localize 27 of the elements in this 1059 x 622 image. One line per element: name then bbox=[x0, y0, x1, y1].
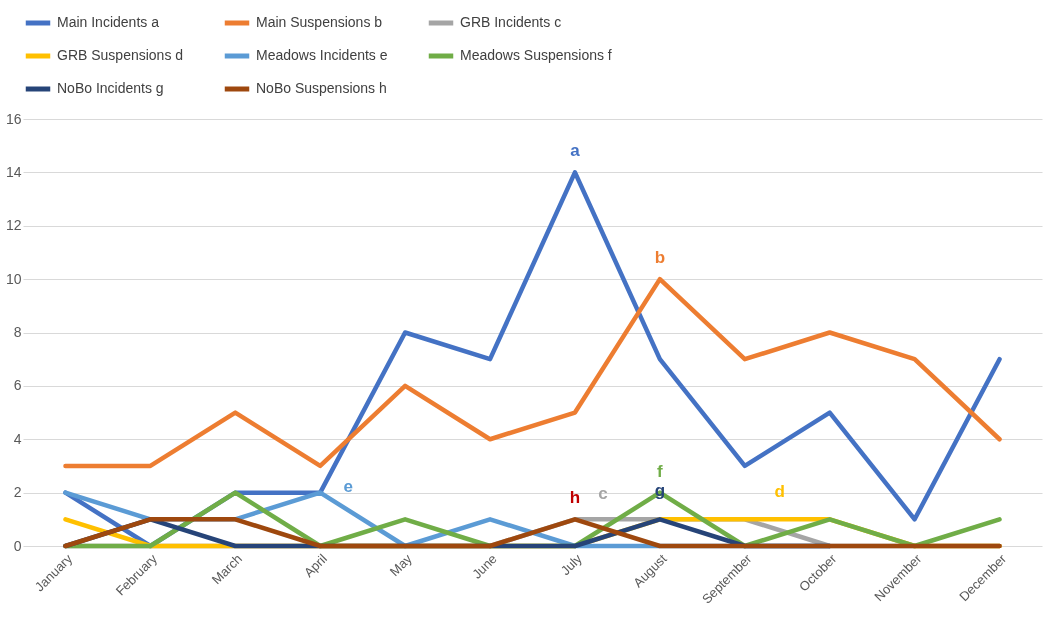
annotation: c bbox=[598, 484, 608, 504]
y-tick-label: 14 bbox=[5, 163, 22, 180]
x-tick-label: May bbox=[386, 550, 416, 580]
y-tick-label: 6 bbox=[13, 377, 22, 394]
legend-label: NoBo Suspensions h bbox=[256, 80, 387, 96]
annotation: a bbox=[570, 141, 581, 161]
annotation: f bbox=[657, 461, 664, 481]
legend-label: Meadows Incidents e bbox=[256, 47, 388, 63]
legend-label: GRB Incidents c bbox=[460, 14, 562, 30]
y-tick-label: 8 bbox=[13, 324, 22, 340]
legend-label: Main Suspensions b bbox=[256, 14, 383, 30]
annotation: g bbox=[654, 481, 666, 501]
y-tick-label: 4 bbox=[13, 430, 22, 447]
y-tick-label: 0 bbox=[13, 537, 22, 554]
annotation: h bbox=[569, 488, 581, 508]
legend-label: GRB Suspensions d bbox=[57, 47, 184, 63]
y-tick-label: 12 bbox=[5, 217, 22, 234]
annotation: e bbox=[343, 476, 353, 496]
legend-label: Main Incidents a bbox=[57, 14, 160, 30]
x-tick-label: July bbox=[557, 550, 585, 579]
annotation: d bbox=[774, 482, 785, 502]
y-tick-label: 2 bbox=[13, 484, 22, 501]
legend-label: Meadows Suspensions f bbox=[460, 47, 612, 63]
annotation: b bbox=[654, 248, 666, 268]
legend-label: NoBo Incidents g bbox=[57, 80, 164, 96]
y-tick-label: 16 bbox=[5, 110, 22, 127]
y-tick-label: 10 bbox=[5, 270, 22, 287]
